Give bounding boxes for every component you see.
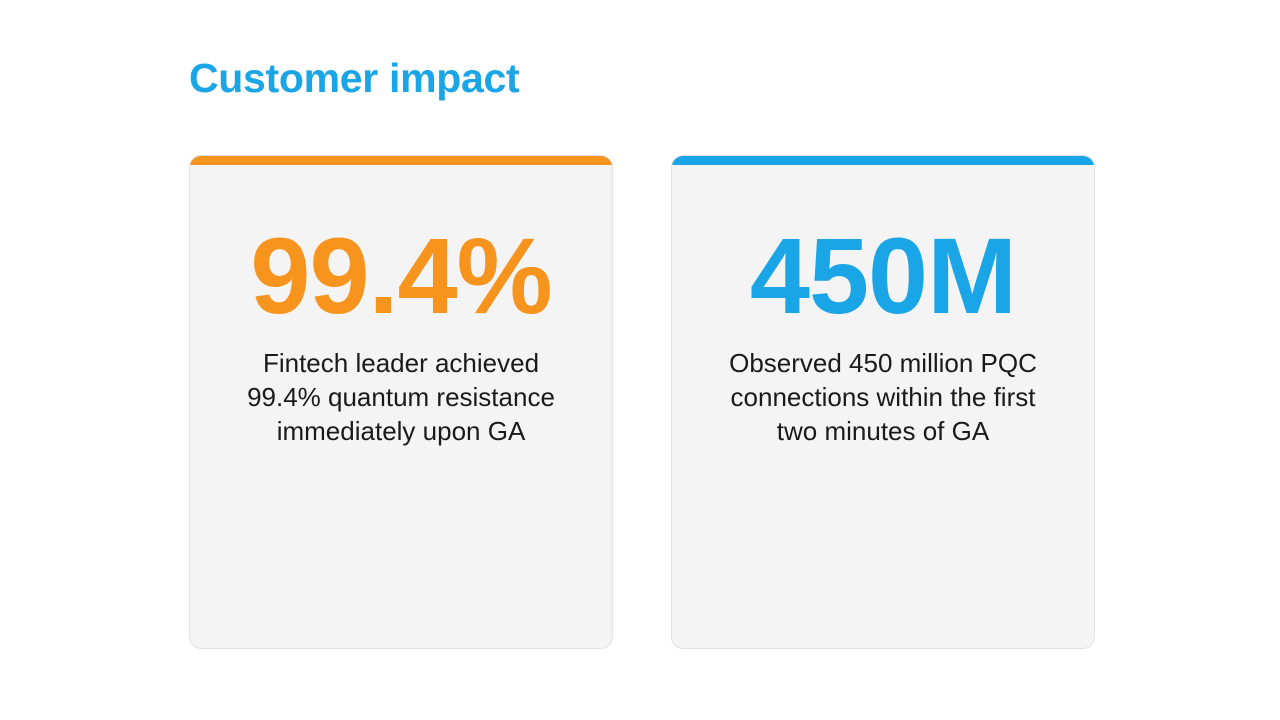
stat-description-line: immediately upon GA <box>276 416 526 446</box>
stat-description-line: Fintech leader achieved <box>262 348 540 378</box>
slide-title: Customer impact <box>189 55 520 101</box>
stat-value: 99.4% <box>250 215 552 336</box>
stat-description: Observed 450 million PQC connections wit… <box>692 346 1074 448</box>
blue-accent-bar <box>672 156 1094 165</box>
stat-card-pqc-connections: 450M Observed 450 million PQC connection… <box>671 155 1095 649</box>
stat-description-line: two minutes of GA <box>776 416 990 446</box>
stat-description: Fintech leader achieved 99.4% quantum re… <box>210 346 592 448</box>
orange-accent-bar <box>190 156 612 165</box>
stat-description-line: Observed 450 million PQC <box>729 348 1037 378</box>
stat-card-fintech: 99.4% Fintech leader achieved 99.4% quan… <box>189 155 613 649</box>
stat-description-line: connections within the first <box>730 382 1036 412</box>
stat-value: 450M <box>749 215 1017 336</box>
stat-description-line: 99.4% quantum resistance <box>247 382 555 412</box>
